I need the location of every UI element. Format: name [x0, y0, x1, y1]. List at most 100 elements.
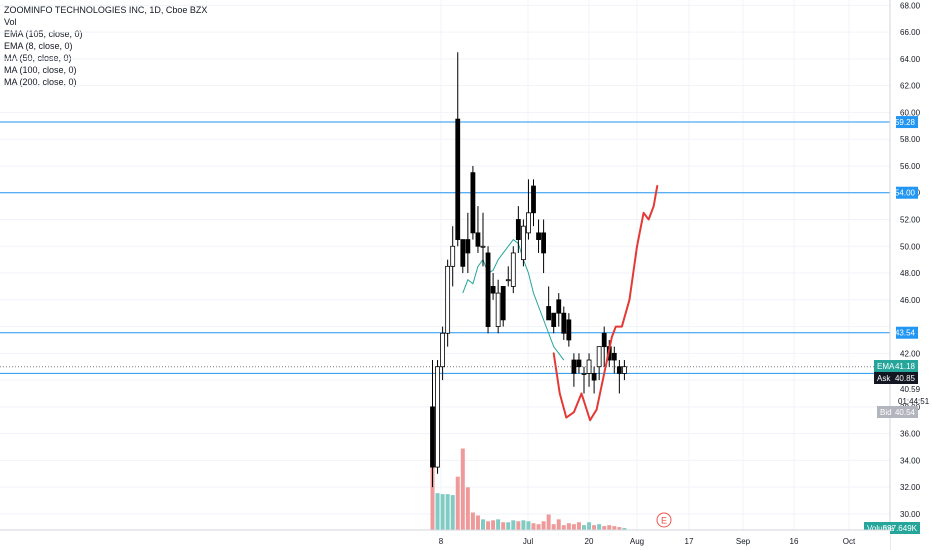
volume-bar — [597, 524, 602, 530]
price-axis-bg — [890, 0, 932, 550]
time-tick-label: Sep — [736, 537, 751, 546]
volume-bar — [617, 527, 622, 530]
legend-indicator-ma100[interactable]: MA (100, close, 0) — [4, 65, 77, 75]
legend-indicator-ma50[interactable]: MA (50, close, 0) — [4, 53, 72, 63]
price-axis: 30.0032.0034.0036.0038.0042.0046.0048.00… — [864, 0, 932, 550]
volume-bar — [551, 524, 556, 530]
volume-bar — [516, 521, 521, 530]
price-tick-label: 48.00 — [900, 269, 921, 278]
time-tick-label: 8 — [439, 537, 444, 546]
bid-badge-value: 40.54 — [895, 408, 916, 417]
volume-bar — [475, 515, 480, 530]
countdown-label: 01:44:51 — [898, 397, 930, 406]
volume-bar — [445, 494, 450, 530]
ema-badge-label: EMA — [877, 362, 895, 371]
legend-indicator-ema105[interactable]: EMA (105, close, 0) — [4, 29, 83, 39]
candle-body — [531, 185, 536, 214]
ema-badge-value: 41.18 — [895, 362, 916, 371]
candle-body — [526, 212, 531, 234]
volume-bar — [576, 522, 581, 530]
volume-bar — [607, 525, 612, 530]
volume-bar — [592, 525, 597, 530]
volume-bar — [470, 512, 475, 530]
candle-body — [515, 219, 521, 240]
volume-bar — [506, 522, 511, 530]
candle-body — [430, 406, 435, 468]
candle-body — [490, 286, 496, 294]
volume-bar — [481, 519, 485, 530]
price-tick-label: 58.00 — [900, 135, 921, 144]
legend-title[interactable]: ZOOMINFO TECHNOLOGIES INC, 1D, Cboe BZX — [4, 5, 208, 15]
candle-body — [536, 232, 541, 240]
projection-drawing — [552, 185, 659, 422]
earnings-icon-label: E — [661, 516, 667, 526]
candle-body — [616, 366, 622, 374]
bid-badge-bg — [877, 406, 918, 418]
volume-bar — [571, 524, 576, 530]
level-label-54-bg — [896, 186, 918, 199]
level-label-59-bg — [896, 116, 918, 129]
volume-bar — [465, 487, 470, 530]
time-tick-label: Aug — [630, 537, 644, 546]
candle-body — [546, 306, 552, 321]
volume-bar — [455, 476, 460, 530]
candle-body — [480, 245, 486, 248]
earnings-icon — [656, 512, 672, 528]
candle-body — [485, 252, 491, 327]
volume-bar — [602, 526, 607, 530]
candle-body — [450, 245, 456, 267]
candle-body — [581, 373, 587, 375]
volume-bar — [536, 524, 541, 530]
volume-bar — [566, 523, 571, 530]
time-tick-label: 16 — [790, 537, 799, 546]
candle-body — [622, 366, 627, 374]
candle-body — [566, 319, 572, 341]
candle-body — [500, 286, 506, 321]
volume-bar — [582, 525, 586, 530]
earnings-marker: E — [656, 512, 672, 528]
volume-bar — [435, 493, 440, 530]
volume-bar — [511, 520, 516, 530]
candle-body — [465, 239, 471, 254]
volume-bar — [541, 521, 546, 530]
candle-body — [460, 239, 466, 267]
chart-grid — [0, 0, 890, 530]
price-tick-label: 50.00 — [900, 242, 921, 251]
level-label-54-text: 54.00 — [895, 189, 916, 198]
candle-body — [475, 232, 481, 247]
ema-series-line — [462, 238, 565, 361]
candle-body — [556, 299, 562, 314]
volume-bar — [450, 495, 455, 530]
candle-body — [571, 359, 577, 374]
price-tick-label: 66.00 — [900, 28, 921, 37]
price-tick-label: 64.00 — [900, 55, 921, 64]
chart-legend: ZOOMINFO TECHNOLOGIES INC, 1D, Cboe BZX … — [4, 4, 207, 88]
candle-body — [591, 373, 597, 381]
price-tick-label: 46.00 — [900, 296, 921, 305]
time-tick-label: Oct — [843, 537, 856, 546]
candle-body — [435, 366, 440, 468]
price-tick-label: 56.00 — [900, 162, 921, 171]
volume-bar — [556, 519, 561, 530]
price-tick-label: 32.00 — [900, 483, 921, 492]
candle-body — [455, 118, 461, 240]
time-axis: 8 Jul 20 Aug 17 Sep 16 Oct — [0, 529, 890, 550]
ask-badge-bg — [874, 372, 918, 384]
candle-body — [561, 312, 567, 334]
volume-bar — [546, 514, 551, 530]
level-label-43-bg — [896, 326, 918, 339]
volume-bar — [521, 520, 526, 530]
candle-body — [440, 332, 446, 368]
candle-body — [551, 312, 557, 327]
level-label-43-text: 43.54 — [895, 329, 916, 338]
price-tick-label: 34.00 — [900, 456, 921, 465]
candle-body — [445, 265, 451, 334]
volume-bar — [612, 526, 617, 530]
volume-bar — [622, 528, 627, 530]
legend-indicator-ma200[interactable]: MA (200, close, 0) — [4, 77, 77, 87]
legend-indicator-ema8[interactable]: EMA (8, close, 0) — [4, 41, 73, 51]
volume-bar — [486, 521, 491, 530]
legend-indicator-vol[interactable]: Vol — [4, 17, 17, 27]
price-tick-label: 62.00 — [900, 82, 921, 91]
